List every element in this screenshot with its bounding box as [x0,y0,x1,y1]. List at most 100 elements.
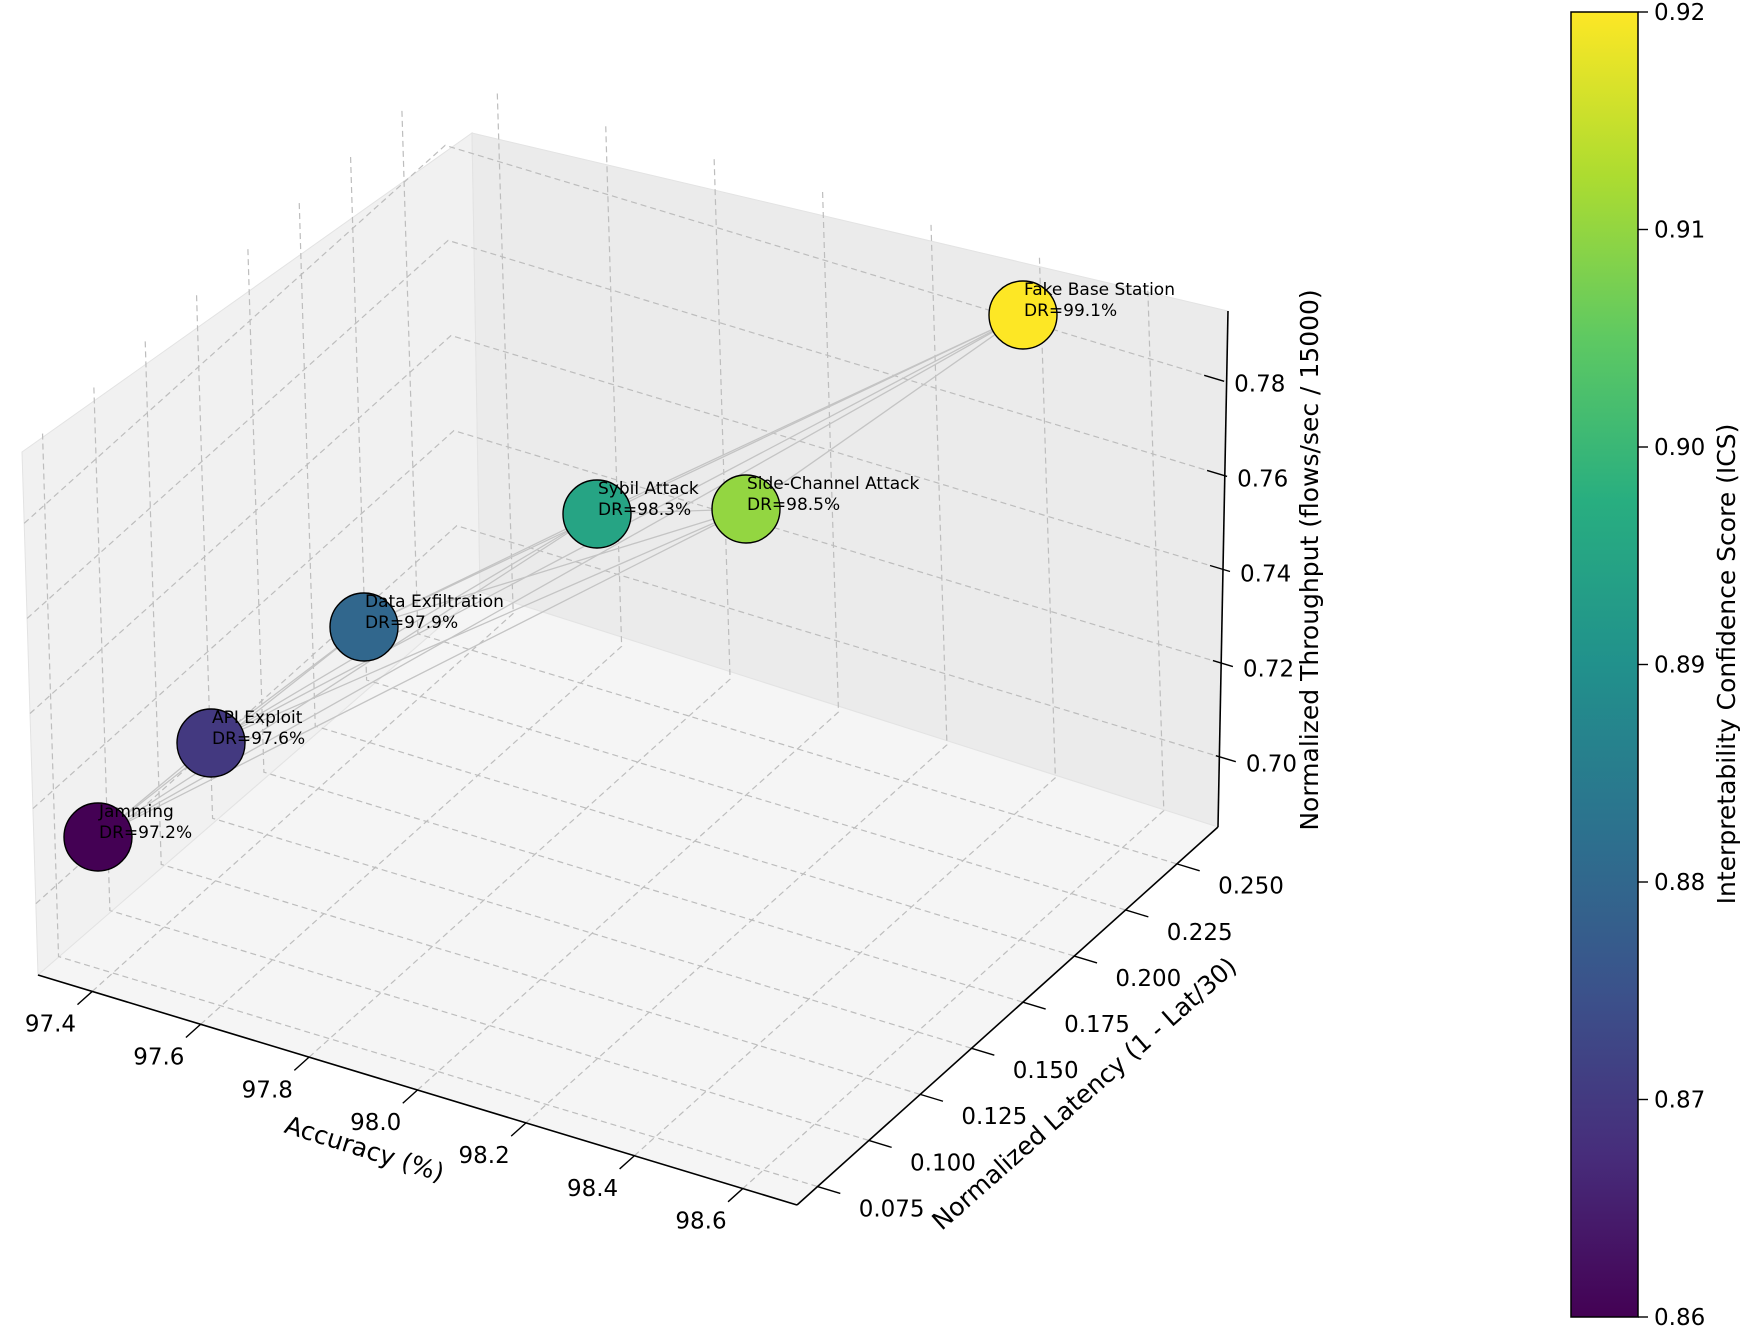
point-name-label: Side-Channel Attack [747,474,920,494]
point-name-label: Fake Base Station [1024,280,1175,300]
y-gridline [41,433,818,1188]
point-dr-label: DR=97.2% [99,823,192,843]
grid [23,90,1216,1190]
x-tick-label: 98.0 [350,1110,401,1136]
connecting-line [745,314,1024,510]
y-tick-mark [817,1185,841,1195]
z-gridline [26,239,1208,619]
z-tick-label: 0.78 [1234,371,1285,397]
y-tick-mark [1022,1001,1046,1010]
x-gridline [308,156,731,1058]
y-tick-label: 0.100 [910,1150,976,1176]
z-axis-label-group: Normalized Throughput (flows/sec / 15000… [1295,289,1324,830]
x-tick-label: 98.6 [675,1209,726,1235]
z-tick-label: 0.70 [1246,752,1297,778]
point-name-label: Data Exfiltration [365,592,504,612]
data-point-marker [176,708,246,778]
y-tick-mark [971,1047,995,1056]
x-tick-mark [77,990,93,1006]
colorbar-tick-label: 0.92 [1654,0,1705,26]
x-gridline [417,188,840,1091]
z-tick-mark [1206,469,1228,478]
y-gridline [247,249,1024,1003]
z-tick-mark [1212,659,1234,668]
z-tick-label: 0.76 [1237,466,1288,492]
data-point-marker [63,802,133,872]
x-tick-mark [619,1155,635,1170]
data-point-marker [988,280,1058,350]
point-name-label: API Exploit [212,708,303,728]
colorbar-tick-label: 0.86 [1654,1305,1705,1327]
colorbar-gradient [1570,11,1639,1318]
data-point-marker [562,479,632,549]
axis-ticks: 97.4 97.6 97.8 98.0 98.2 98.4 98.6 0.075 0.100 0.… [25,371,1297,1234]
connecting-line [210,513,598,744]
colorbar-tick-label: 0.91 [1654,218,1705,244]
point-dr-label: DR=97.6% [212,729,305,749]
point-dr-label: DR=98.5% [747,495,840,515]
colorbar-tick-label: 0.87 [1654,1088,1705,1114]
data-point-marker [329,592,399,662]
x-tick-mark [402,1089,418,1104]
x-gridline [200,123,623,1025]
y-tick-mark [1125,909,1149,918]
x-tick-mark [293,1056,310,1071]
x-tick-label: 97.6 [133,1044,184,1070]
x-tick-label: 97.8 [242,1077,293,1103]
y-tick-label: 0.075 [859,1196,925,1222]
y-tick-mark [920,1093,944,1102]
z-tick-label: 0.72 [1243,657,1294,683]
y-tick-label: 0.225 [1167,920,1233,946]
x-tick-label: 98.4 [567,1176,618,1202]
point-name-label: Sybil Attack [598,479,699,499]
point-dr-label: DR=98.3% [598,500,691,520]
z-gridline [32,429,1214,810]
connecting-line [363,508,747,628]
x-tick-mark [727,1188,744,1203]
x-gridline [742,287,1165,1190]
x-gridline [91,90,514,992]
z-gridline [23,144,1205,524]
z-gridline [35,525,1216,905]
x-gridline [633,254,1056,1157]
connecting-line [210,508,747,744]
colorbar-tick-label: 0.90 [1654,435,1705,461]
y-tick-mark [1176,863,1200,872]
z-axis-label: Normalized Throughput (flows/sec / 15000… [1295,289,1324,830]
x-tick-label: 98.2 [459,1143,510,1169]
connecting-line [596,314,1024,515]
y-gridline [298,203,1075,957]
axes-panes [21,132,1229,1206]
point-dr-label: DR=99.1% [1024,301,1117,321]
connecting-line [97,314,1024,838]
z-tick-label: 0.74 [1240,562,1291,588]
y-tick-label: 0.175 [1064,1012,1130,1038]
y-tick-label: 0.250 [1218,874,1284,900]
y-gridline [144,341,921,1095]
colorbar-tick-label: 0.89 [1654,653,1705,679]
z-tick-mark [1203,374,1225,382]
point-dr-label: DR=97.9% [365,613,458,633]
connecting-line [97,508,747,838]
y-tick-label: 0.150 [1013,1058,1079,1084]
connecting-line [97,513,598,838]
y-tick-mark [868,1139,892,1149]
x-tick-label: 97.4 [25,1012,76,1038]
colorbar: 0.86 0.87 0.88 0.89 0.90 0.91 0.92 Interpretab… [1570,0,1741,1327]
z-tick-mark [1209,564,1231,573]
colorbar-label-group: Interpretability Confidence Score (ICS) [1712,424,1741,905]
colorbar-label: Interpretability Confidence Score (ICS) [1712,424,1741,905]
data-point-marker [711,474,781,544]
z-tick-mark [1215,755,1237,763]
x-tick-mark [510,1122,527,1137]
y-gridline [93,387,870,1142]
y-tick-mark [1074,955,1098,964]
point-name-label: Jamming [98,802,174,822]
y-tick-label: 0.200 [1115,966,1181,992]
x-gridline [525,221,948,1124]
y-axis-line [796,826,1219,1206]
colorbar-ticks: 0.86 0.87 0.88 0.89 0.90 0.91 0.92 [1638,0,1705,1327]
y-tick-label: 0.125 [961,1104,1027,1130]
